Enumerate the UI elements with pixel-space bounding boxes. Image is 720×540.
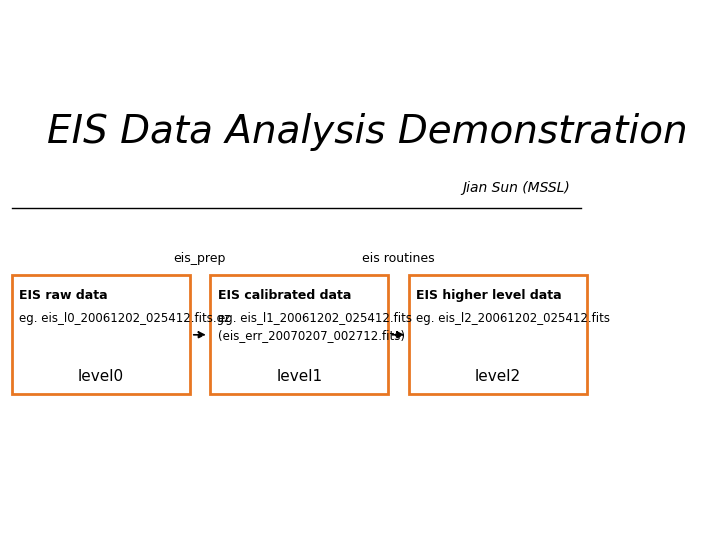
FancyBboxPatch shape [12, 275, 189, 394]
Text: Jian Sun (MSSL): Jian Sun (MSSL) [462, 181, 570, 195]
Text: eg. eis_l1_20061202_025412.fits
(eis_err_20070207_002712.fits): eg. eis_l1_20061202_025412.fits (eis_err… [217, 312, 412, 342]
Text: eis routines: eis routines [362, 252, 435, 265]
Text: EIS higher level data: EIS higher level data [416, 289, 562, 302]
Text: eg. eis_l2_20061202_025412.fits: eg. eis_l2_20061202_025412.fits [416, 312, 610, 325]
Text: EIS raw data: EIS raw data [19, 289, 107, 302]
Text: EIS Data Analysis Demonstration: EIS Data Analysis Demonstration [48, 113, 688, 151]
Text: EIS calibrated data: EIS calibrated data [217, 289, 351, 302]
Text: level0: level0 [78, 369, 124, 384]
Text: eis_prep: eis_prep [173, 252, 225, 265]
Text: level1: level1 [276, 369, 323, 384]
Text: level2: level2 [474, 369, 521, 384]
Text: eg. eis_l0_20061202_025412.fits.gz: eg. eis_l0_20061202_025412.fits.gz [19, 312, 230, 325]
FancyBboxPatch shape [409, 275, 587, 394]
FancyBboxPatch shape [210, 275, 388, 394]
